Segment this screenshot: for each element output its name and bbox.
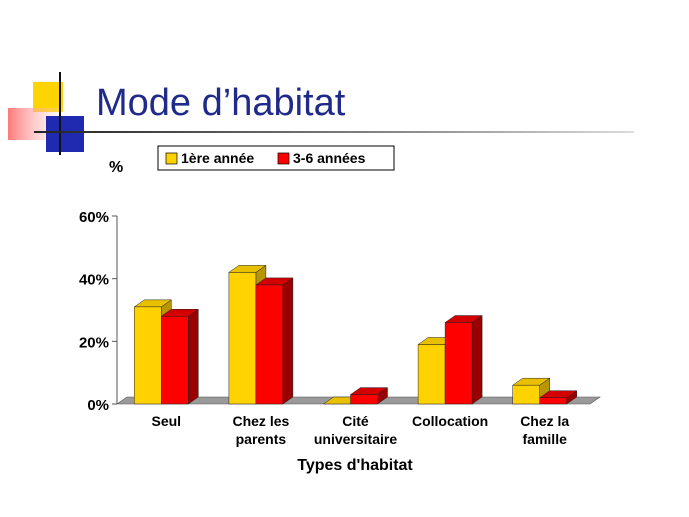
title-underline [34, 131, 634, 133]
bar-front-face [512, 384, 540, 405]
bar-side-face [471, 315, 483, 405]
bar-series2 [255, 277, 294, 405]
yellow-square [33, 82, 63, 112]
x-tick-label: Seul [152, 413, 182, 429]
x-tick-label-line: universitaire [314, 431, 397, 447]
x-tick-label: Chez la famille [520, 413, 569, 447]
bar-front-face [417, 344, 446, 405]
bar-front-face [539, 397, 567, 405]
slide-title: Mode d’habitat [96, 82, 346, 124]
bar-series2 [349, 387, 389, 405]
y-tick-label: 20% [79, 334, 109, 351]
bar-front-face [161, 316, 189, 405]
x-tick-label-line: Cité [342, 413, 369, 429]
y-tick-label: 60% [79, 209, 109, 226]
x-tick-label-line: Seul [152, 413, 182, 429]
bar-side-face [188, 308, 199, 405]
x-tick-label-line: Chez la [520, 413, 569, 429]
bar-front-face [444, 322, 473, 405]
bar-front-face [255, 284, 284, 405]
x-tick-label: Chez les parents [232, 413, 289, 447]
bar-front-face [350, 394, 378, 405]
x-tick-label-line: Chez les [232, 413, 289, 429]
corner-decoration [8, 72, 84, 155]
x-axis-label: Types d'habitat [297, 457, 413, 474]
legend-swatch-series1 [165, 152, 178, 165]
legend-swatch-series2 [277, 152, 290, 165]
y-tick-label: 40% [79, 272, 109, 289]
blue-square [46, 116, 84, 152]
bar-series2 [538, 390, 578, 405]
x-tick-label: Cité universitaire [314, 413, 397, 447]
y-axis-label: % [109, 159, 123, 176]
x-tick-label-line: Collocation [412, 413, 488, 429]
bar-side-face [282, 277, 294, 405]
bar-front-face [228, 272, 257, 405]
x-tick-label-line: parents [236, 431, 287, 447]
bar-front-face [134, 306, 162, 405]
bar-series2 [160, 308, 200, 405]
y-tick-label: 0% [87, 397, 109, 414]
legend-label-series1: 1ère année [181, 150, 254, 166]
legend-box [157, 145, 395, 171]
legend-label-series2: 3-6 années [293, 150, 366, 166]
bar-series2 [444, 315, 483, 405]
x-tick-label-line: famille [523, 431, 568, 447]
x-tick-label: Collocation [412, 413, 488, 429]
